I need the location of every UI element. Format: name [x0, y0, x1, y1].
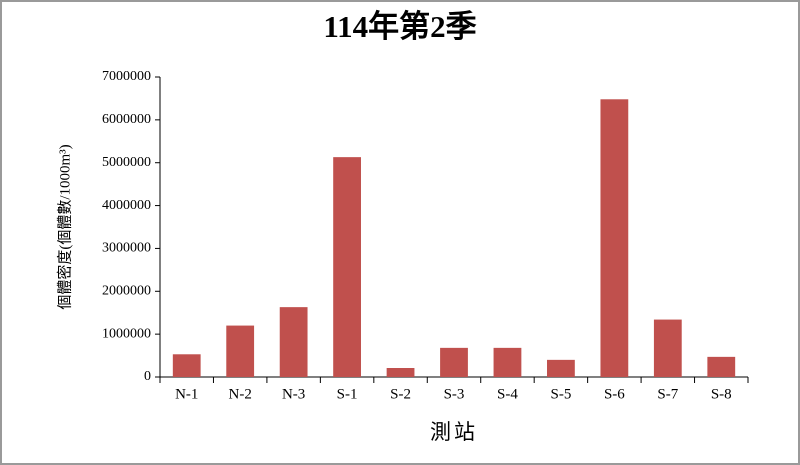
y-tick-label: 1000000 — [102, 326, 151, 341]
y-tick-label: 7000000 — [102, 69, 151, 84]
bar — [440, 347, 468, 377]
x-tick-label: S-6 — [604, 386, 625, 402]
chart-title: 114年第2季 — [323, 9, 476, 44]
y-tick-label: 6000000 — [102, 112, 151, 127]
y-tick-label: 3000000 — [102, 241, 151, 256]
x-tick-label: S-4 — [497, 386, 518, 402]
x-tick-label: S-7 — [657, 386, 678, 402]
bar — [279, 307, 308, 377]
y-tick-label: 5000000 — [102, 155, 151, 170]
bar — [333, 157, 361, 377]
x-tick-label: S-1 — [337, 386, 358, 402]
bar — [226, 325, 255, 377]
y-tick-label: 4000000 — [102, 198, 151, 213]
bar — [707, 356, 736, 377]
x-tick-label: N-3 — [282, 386, 305, 402]
bar — [493, 347, 522, 377]
y-tick-label: 2000000 — [102, 284, 151, 299]
x-tick-label: S-3 — [444, 386, 465, 402]
x-axis-label: 測站 — [430, 420, 478, 444]
x-tick-label: S-8 — [711, 386, 732, 402]
x-tick-label: S-5 — [550, 386, 571, 402]
x-tick-label: S-2 — [390, 386, 411, 402]
y-tick-label: 0 — [144, 369, 151, 384]
x-tick-label: N-1 — [175, 386, 198, 402]
x-tick-label: N-2 — [229, 386, 252, 402]
y-axis-label: 個體密度(個體數/1000m³) — [56, 144, 73, 309]
bar — [600, 99, 629, 378]
bar — [653, 319, 682, 377]
bar — [172, 354, 201, 377]
bar — [386, 368, 415, 377]
bar — [547, 359, 575, 377]
